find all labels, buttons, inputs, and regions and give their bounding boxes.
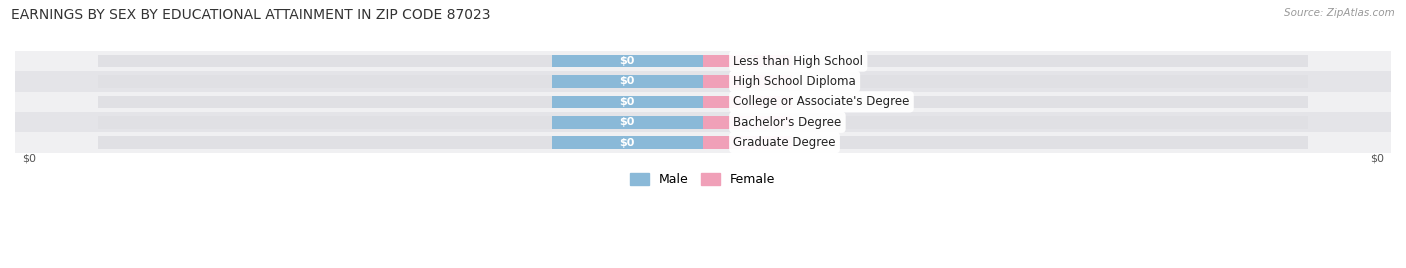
Text: $0: $0: [620, 117, 636, 127]
Bar: [551, 75, 703, 88]
Text: College or Associate's Degree: College or Associate's Degree: [734, 95, 910, 108]
Text: Graduate Degree: Graduate Degree: [734, 136, 835, 149]
Bar: [703, 55, 793, 67]
Text: High School Diploma: High School Diploma: [734, 75, 856, 88]
Bar: [97, 116, 1309, 129]
Bar: [15, 51, 1391, 71]
Text: $0: $0: [620, 56, 636, 66]
Text: $0: $0: [740, 76, 755, 87]
Bar: [551, 116, 703, 129]
Bar: [551, 136, 703, 149]
Text: $0: $0: [1369, 153, 1384, 163]
Bar: [97, 55, 1309, 67]
Text: $0: $0: [620, 137, 636, 148]
Bar: [97, 136, 1309, 149]
Bar: [15, 92, 1391, 112]
Bar: [703, 75, 793, 88]
Bar: [703, 136, 793, 149]
Text: EARNINGS BY SEX BY EDUCATIONAL ATTAINMENT IN ZIP CODE 87023: EARNINGS BY SEX BY EDUCATIONAL ATTAINMEN…: [11, 8, 491, 22]
Text: Less than High School: Less than High School: [734, 55, 863, 68]
Bar: [703, 116, 793, 129]
Text: $0: $0: [740, 56, 755, 66]
Text: $0: $0: [22, 153, 37, 163]
Bar: [551, 95, 703, 108]
Text: $0: $0: [740, 137, 755, 148]
Bar: [97, 95, 1309, 108]
Text: Bachelor's Degree: Bachelor's Degree: [734, 116, 842, 129]
Bar: [15, 71, 1391, 92]
Bar: [97, 75, 1309, 88]
Bar: [703, 95, 793, 108]
Text: $0: $0: [740, 117, 755, 127]
Text: $0: $0: [620, 76, 636, 87]
Text: Source: ZipAtlas.com: Source: ZipAtlas.com: [1284, 8, 1395, 18]
Bar: [15, 112, 1391, 132]
Text: $0: $0: [620, 97, 636, 107]
Legend: Male, Female: Male, Female: [626, 168, 780, 191]
Bar: [551, 55, 703, 67]
Bar: [15, 132, 1391, 153]
Text: $0: $0: [740, 97, 755, 107]
